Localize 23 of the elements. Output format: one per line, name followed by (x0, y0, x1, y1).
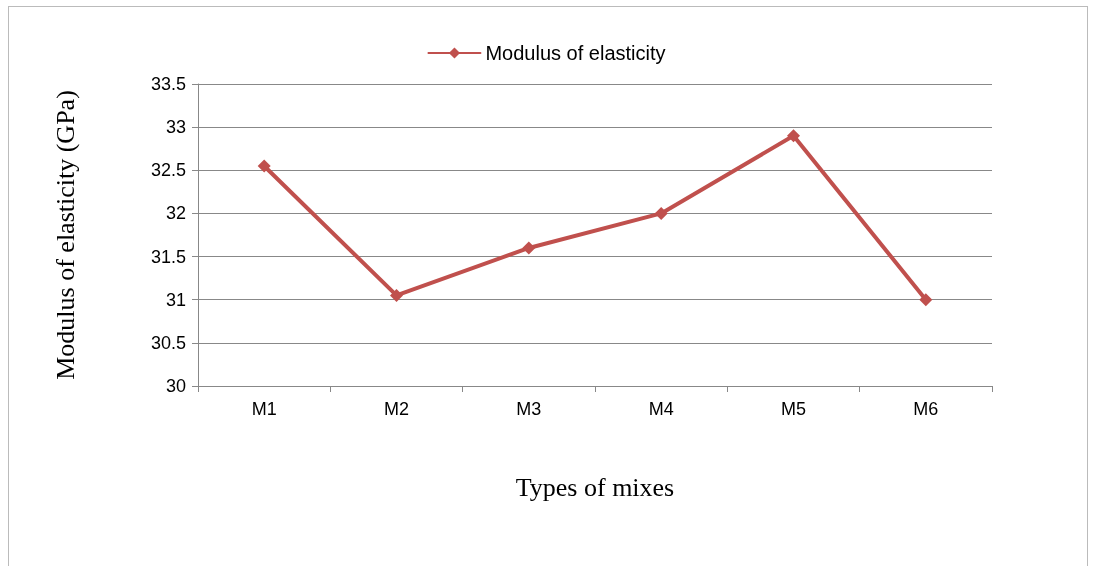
y-tick-label: 30 (165, 376, 186, 396)
x-tick-label: M2 (383, 399, 410, 419)
point (919, 293, 933, 307)
point (654, 206, 668, 220)
point (390, 288, 403, 302)
x-tick-label: M4 (648, 399, 674, 419)
x-tick-label: M3 (516, 399, 542, 419)
y-tick-label: 32.5 (150, 160, 186, 181)
y-tick-label: 33.5 (150, 74, 186, 94)
y-tick-label: 31.5 (150, 246, 186, 267)
y-tick-label: 32 (165, 203, 186, 224)
point (257, 159, 271, 173)
x-tick-label: M1 (251, 399, 277, 419)
point (522, 241, 536, 255)
y-tick-label: 31 (165, 289, 186, 310)
y-tick-label: 30.5 (150, 332, 186, 353)
x-tick-label: M6 (913, 399, 939, 419)
x-axis-title: Types of mixes (515, 472, 675, 502)
point (787, 129, 800, 143)
y-tick-label: 33 (165, 117, 186, 138)
legend-label: Modulus of elasticity (485, 42, 666, 64)
x-tick-label: M5 (780, 399, 807, 419)
y-axis-title: Modulus of elasticity (GPa) (50, 90, 80, 380)
